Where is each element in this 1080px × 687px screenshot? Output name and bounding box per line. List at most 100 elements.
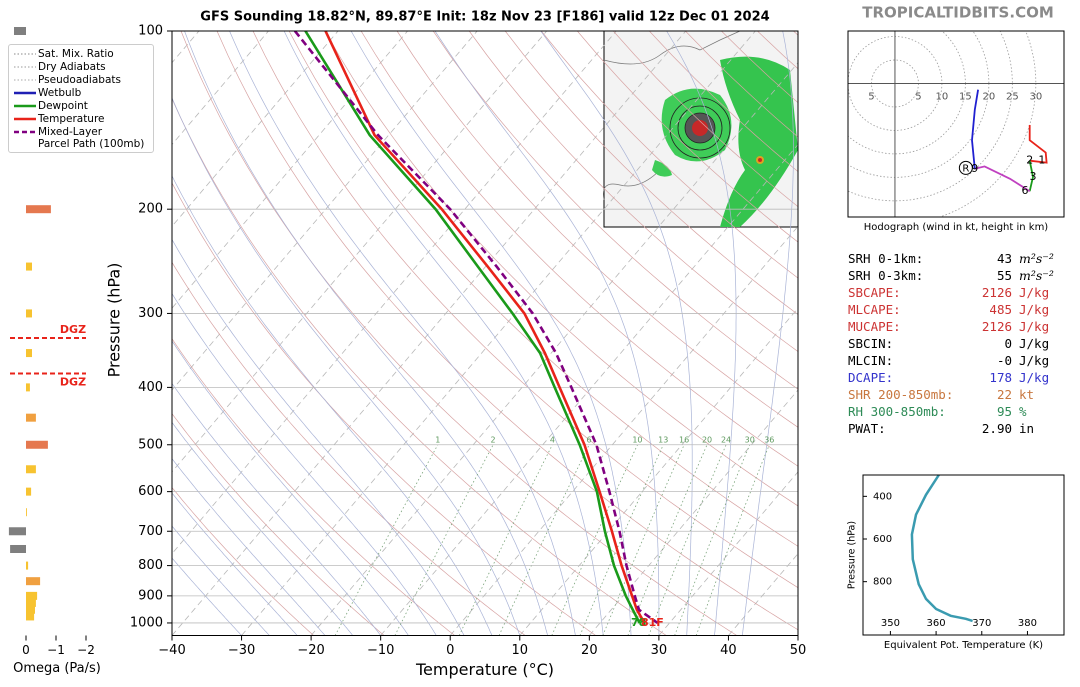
dry-adiabat xyxy=(172,97,667,636)
index-row: SRH 0-1km: 43 m²s⁻² xyxy=(848,250,1072,267)
omega-bar xyxy=(26,487,32,496)
isotherm xyxy=(172,31,687,636)
pseudoadiabat xyxy=(666,31,737,636)
index-unit: J/kg xyxy=(1019,302,1050,317)
dry-adiabat xyxy=(172,182,596,636)
ring-label: 5 xyxy=(915,91,921,102)
dry-adiabat xyxy=(432,31,798,390)
index-label: RH 300-850mb: xyxy=(848,404,946,419)
mixing-ratio-line xyxy=(458,444,553,636)
omega-bar xyxy=(26,205,51,214)
index-unit: % xyxy=(1019,404,1027,419)
pseudoadiabat xyxy=(172,97,521,636)
legend-entry: Sat. Mix. Ratio xyxy=(12,47,150,60)
y-tick-label: 100 xyxy=(138,24,163,39)
mixing-ratio-label: 36 xyxy=(764,435,774,444)
omega-bar xyxy=(8,527,26,536)
index-unit: J/kg xyxy=(1019,353,1050,368)
plot-area: 1 2 4 6 10 13 16 20 24 30 36 xyxy=(172,31,798,636)
pseudoadiabat xyxy=(540,31,693,636)
y-tick-label: 600 xyxy=(138,484,163,499)
mixing-ratio-label: 10 xyxy=(632,435,642,444)
dry-adiabat xyxy=(541,31,798,279)
index-label: PWAT: xyxy=(848,421,886,436)
height-label: 2 xyxy=(1026,154,1033,167)
index-label: DCAPE: xyxy=(848,370,894,385)
storm-motion-label: R xyxy=(962,163,969,174)
x-tick-label: 0 xyxy=(446,643,454,658)
mixing-ratio-label: 30 xyxy=(745,435,755,444)
index-row: SRH 0-3km: 55 m²s⁻² xyxy=(848,267,1072,284)
chart-title: GFS Sounding 18.82°N, 89.87°E Init: 18z … xyxy=(200,10,769,25)
ring-label: 30 xyxy=(1029,91,1042,102)
surface-label: 81F xyxy=(641,616,664,629)
mixing-ratio-line xyxy=(334,444,439,636)
y-tick-label: 700 xyxy=(138,524,163,539)
mixing-ratio-line xyxy=(579,444,664,636)
index-value: 2126 xyxy=(981,319,1012,334)
index-label: SRH 0-3km: xyxy=(848,268,924,283)
profile-line xyxy=(304,31,641,624)
axes-frame xyxy=(171,30,799,636)
hodograph-segment xyxy=(1028,160,1034,192)
mixing-ratio-label: 16 xyxy=(679,435,689,444)
x-tick-label: −2 xyxy=(77,643,95,657)
isotherm xyxy=(172,31,339,227)
omega-bar xyxy=(26,262,32,271)
ring-label: 10 xyxy=(936,91,949,102)
x-tick-label: 30 xyxy=(651,643,668,658)
omega-bar xyxy=(26,561,29,570)
dry-adiabat xyxy=(172,413,385,636)
hodograph-segment xyxy=(974,165,1031,192)
omega-bar xyxy=(26,383,30,392)
index-row: SHR 200-850mb: 22 kt xyxy=(848,386,1072,403)
index-row: MLCIN: -0 J/kg xyxy=(848,352,1072,369)
hodograph-segment xyxy=(1028,125,1048,164)
isotherm xyxy=(172,31,617,555)
hodograph-area xyxy=(848,31,1064,217)
isotherm xyxy=(589,389,798,636)
x-tick-label: −20 xyxy=(297,643,324,658)
index-row: SBCIN: 0 J/kg xyxy=(848,335,1072,352)
index-value: 55 xyxy=(996,268,1012,283)
x-axis-label: Equivalent Pot. Temperature (K) xyxy=(884,640,1043,651)
pseudoadiabat xyxy=(184,31,548,636)
omega-bar xyxy=(26,508,27,517)
y-tick-label: 600 xyxy=(873,534,892,545)
legend-label: Mixed-Layer Parcel Path (100mb) xyxy=(38,126,145,150)
isotherm xyxy=(658,471,798,636)
index-value: 178 xyxy=(989,370,1012,385)
index-value: 2.90 xyxy=(981,421,1012,436)
y-tick-label: 1000 xyxy=(130,615,163,630)
x-tick-label: 380 xyxy=(1018,618,1037,629)
pseudoadiabat xyxy=(350,31,632,636)
index-unit: m²s⁻² xyxy=(1019,268,1054,283)
pseudoadiabat xyxy=(172,458,326,636)
mixing-ratio-label: 2 xyxy=(491,435,496,444)
legend-label: Dry Adiabats xyxy=(38,61,106,73)
pseudoadiabat xyxy=(172,175,493,636)
surface-label: 78 xyxy=(631,616,646,629)
isotherm xyxy=(172,31,269,146)
ring-label: 20 xyxy=(983,91,996,102)
legend: Sat. Mix. Ratio Dry Adiabats Pseudoadiabat… xyxy=(8,44,154,153)
index-value: 485 xyxy=(989,302,1012,317)
mixing-ratio-label: 24 xyxy=(721,435,731,444)
mixing-ratio-line xyxy=(674,444,751,636)
ring-label: 25 xyxy=(1006,91,1019,102)
height-label: 9 xyxy=(971,162,978,175)
dry-adiabat xyxy=(468,31,798,352)
index-label: MLCAPE: xyxy=(848,302,901,317)
isotherm xyxy=(172,31,548,473)
profile-line xyxy=(324,31,646,624)
legend-label: Sat. Mix. Ratio xyxy=(38,48,114,60)
x-tick-label: 50 xyxy=(790,643,807,658)
theta-e-line xyxy=(910,474,973,623)
isotherm xyxy=(172,31,478,391)
dry-adiabat xyxy=(324,31,798,507)
legend-swatch xyxy=(14,104,36,108)
legend-swatch xyxy=(14,53,36,55)
mixing-ratio-line xyxy=(695,444,770,636)
pseudoadiabat xyxy=(434,31,660,636)
